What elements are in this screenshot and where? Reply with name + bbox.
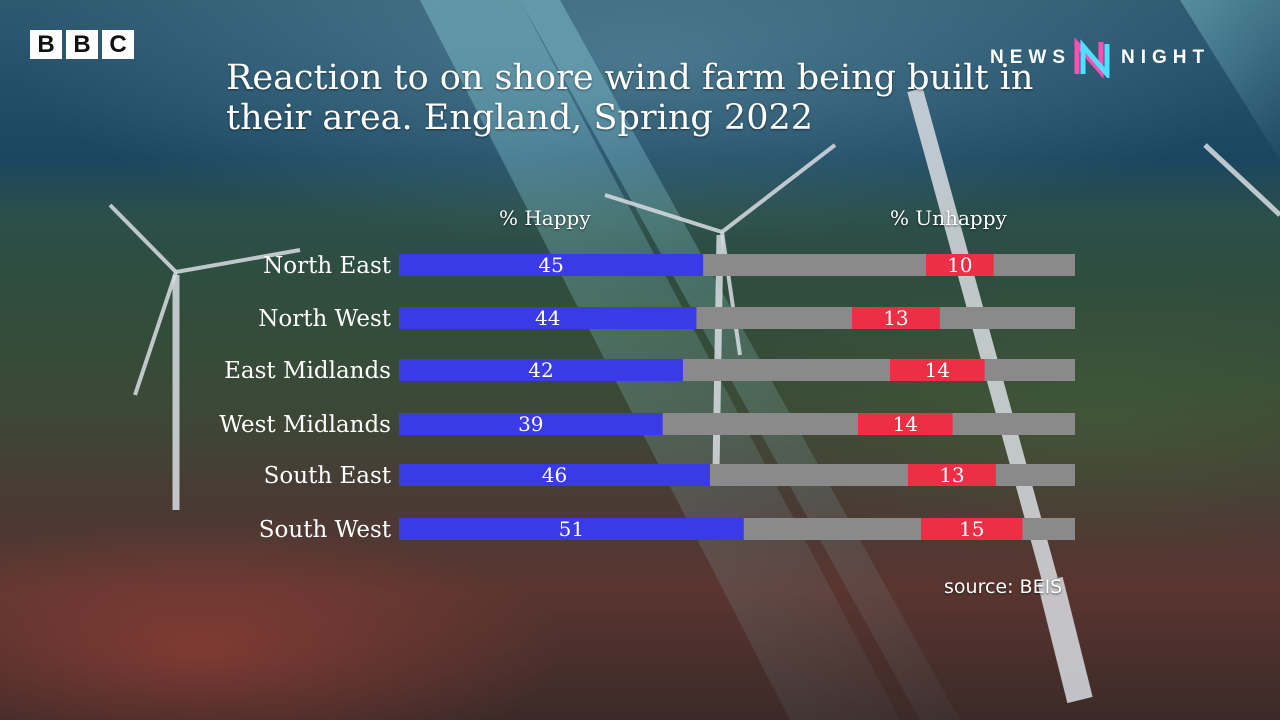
category-label: South East [264,463,392,489]
category-label: West Midlands [219,412,391,438]
source-note: source: BEIS [944,576,1063,598]
happy-value-label: 46 [542,463,567,487]
bbc-logo-letter: B [66,30,98,59]
happy-bar [399,464,710,486]
unhappy-value-label: 14 [893,412,918,436]
chart-title: Reaction to on shore wind farm being bui… [226,58,1034,138]
happy-bar [399,413,663,435]
happy-value-label: 39 [518,412,543,436]
bbc-logo-letter: B [30,30,62,59]
category-label: East Midlands [224,358,391,384]
happy-bar [399,307,697,329]
unhappy-bar [858,413,953,435]
happy-bar [399,359,683,381]
legend-happy: % Happy [499,206,591,230]
unhappy-value-label: 14 [925,358,950,382]
unhappy-bar [890,359,985,381]
happy-value-label: 45 [538,253,563,277]
bbc-logo-letter: C [102,30,134,59]
happy-value-label: 42 [528,358,553,382]
newsnight-logo: NEWS NIGHT [990,38,1210,78]
newsnight-logo-night: NIGHT [1121,47,1211,68]
category-label: North East [263,253,392,279]
unhappy-value-label: 15 [959,517,984,541]
unhappy-value-label: 13 [883,306,908,330]
unhappy-bar [908,464,996,486]
happy-bar [399,518,744,540]
newsnight-n-icon [1074,38,1110,78]
category-label: North West [258,306,392,332]
happy-bar [399,254,704,276]
legend-unhappy: % Unhappy [890,206,1007,230]
newsnight-logo-news: NEWS [990,47,1071,68]
happy-value-label: 51 [559,517,584,541]
unhappy-bar [926,254,994,276]
unhappy-bar [852,307,940,329]
unhappy-value-label: 13 [939,463,964,487]
category-label: South West [259,517,392,543]
unhappy-bar [921,518,1023,540]
unhappy-value-label: 10 [947,253,972,277]
bbc-logo: B B C [30,30,134,59]
happy-value-label: 44 [535,306,560,330]
